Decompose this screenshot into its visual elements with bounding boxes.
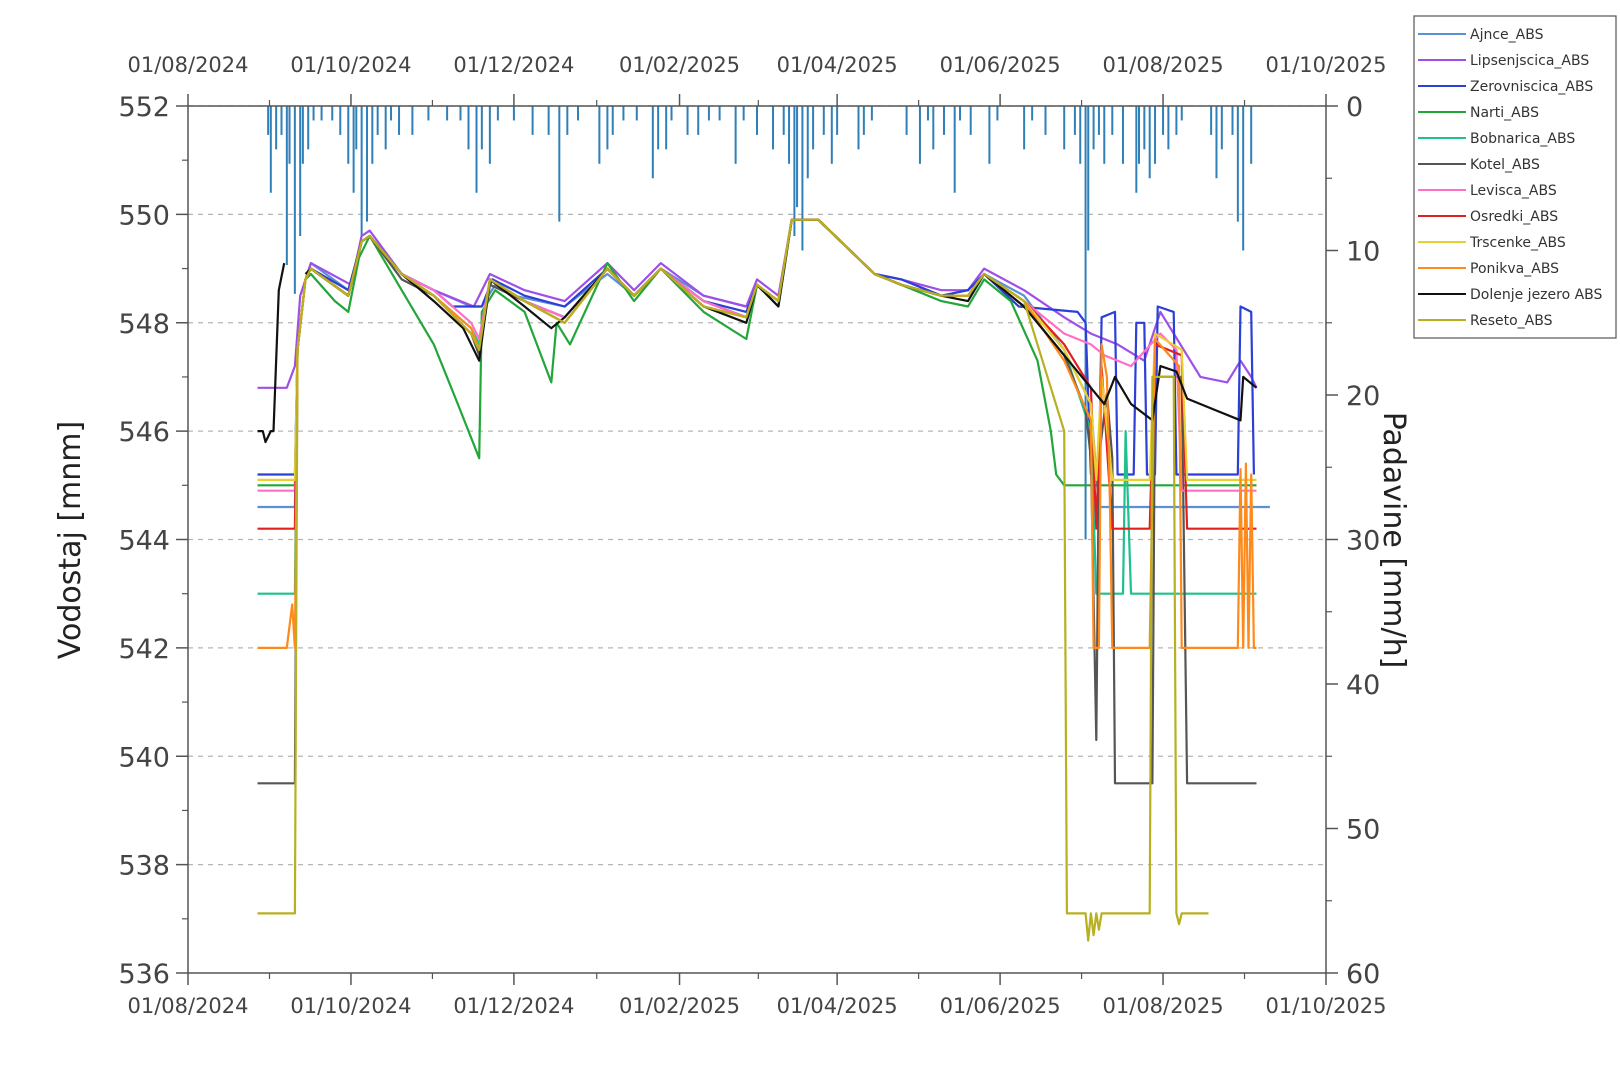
x2-tick-label: 01/08/2025 (1103, 53, 1224, 77)
legend-label: Bobnarica_ABS (1470, 131, 1575, 147)
y2-tick-label: 50 (1346, 815, 1380, 846)
x2-tick-label: 01/10/2025 (1265, 53, 1386, 77)
axis-layer: 536 538 540 542 544 546 548 550 552 0 10 20 30 40 50 60… (118, 53, 1386, 1018)
legend-label: Ajnce_ABS (1470, 27, 1544, 43)
legend-label: Lipsenjscica_ABS (1470, 53, 1589, 69)
series-line-lipsenjscica-abs (257, 218, 1258, 389)
x-tick-label: 01/02/2025 (619, 994, 740, 1018)
legend-label: Reseto_ABS (1470, 313, 1553, 329)
x2-tick-label: 01/02/2025 (619, 53, 740, 77)
legend-label: Levisca_ABS (1470, 183, 1557, 199)
y-tick-label: 546 (118, 417, 170, 448)
y-tick-label: 540 (118, 742, 170, 773)
legend-label: Dolenje jezero ABS (1470, 287, 1603, 303)
y2-tick-label: 40 (1346, 670, 1380, 701)
series-layer (257, 218, 1270, 942)
x2-tick-label: 01/04/2025 (777, 53, 898, 77)
legend-label: Narti_ABS (1470, 105, 1539, 121)
series-line-narti-abs (257, 218, 1257, 487)
y2-tick-label: 30 (1346, 526, 1380, 557)
series-line-zerovniscica-abs (257, 218, 1255, 476)
x-tick-label: 01/10/2025 (1265, 994, 1386, 1018)
series-line-kotel-abs (257, 218, 1257, 785)
legend: Ajnce_ABS Lipsenjscica_ABS Zerovniscica_AB… (1413, 15, 1617, 339)
legend-label: Kotel_ABS (1470, 157, 1540, 173)
y2-tick-label: 10 (1346, 237, 1380, 268)
legend-label: Ponikva_ABS (1470, 261, 1559, 277)
series-line-dolenje-jezero-abs (304, 218, 1258, 422)
x2-tick-label: 01/10/2024 (290, 53, 411, 77)
legend-box (1413, 15, 1617, 339)
legend-label: Zerovniscica_ABS (1470, 79, 1593, 95)
y-tick-label: 536 (118, 959, 170, 990)
legend-label: Trscenke_ABS (1469, 235, 1566, 251)
x-tick-label: 01/08/2024 (127, 994, 248, 1018)
y-tick-label: 544 (118, 526, 170, 557)
series-line-dolenje-jezero-abs (257, 262, 286, 444)
precipitation-layer (267, 106, 1253, 540)
y2-axis-title: Padavine [mm/h] (1376, 412, 1411, 669)
y2-tick-label: 20 (1346, 381, 1380, 412)
x-tick-label: 01/12/2024 (453, 994, 574, 1018)
y-tick-label: 552 (118, 92, 170, 123)
y-tick-label: 542 (118, 634, 170, 665)
y2-tick-label: 60 (1346, 959, 1380, 990)
legend-label: Osredki_ABS (1470, 209, 1558, 225)
y2-tick-label: 0 (1346, 92, 1363, 123)
x2-tick-label: 01/12/2024 (453, 53, 574, 77)
x2-tick-label: 01/08/2024 (127, 53, 248, 77)
y-tick-label: 550 (118, 200, 170, 231)
y-tick-label: 548 (118, 309, 170, 340)
series-line-reseto-abs (257, 218, 1209, 942)
x-tick-label: 01/10/2024 (290, 994, 411, 1018)
x2-tick-label: 01/06/2025 (940, 53, 1061, 77)
x-tick-label: 01/06/2025 (940, 994, 1061, 1018)
y-tick-label: 538 (118, 851, 170, 882)
y-axis-title: Vodostaj [mnm] (53, 421, 88, 659)
x-tick-label: 01/04/2025 (777, 994, 898, 1018)
x-tick-label: 01/08/2025 (1103, 994, 1224, 1018)
